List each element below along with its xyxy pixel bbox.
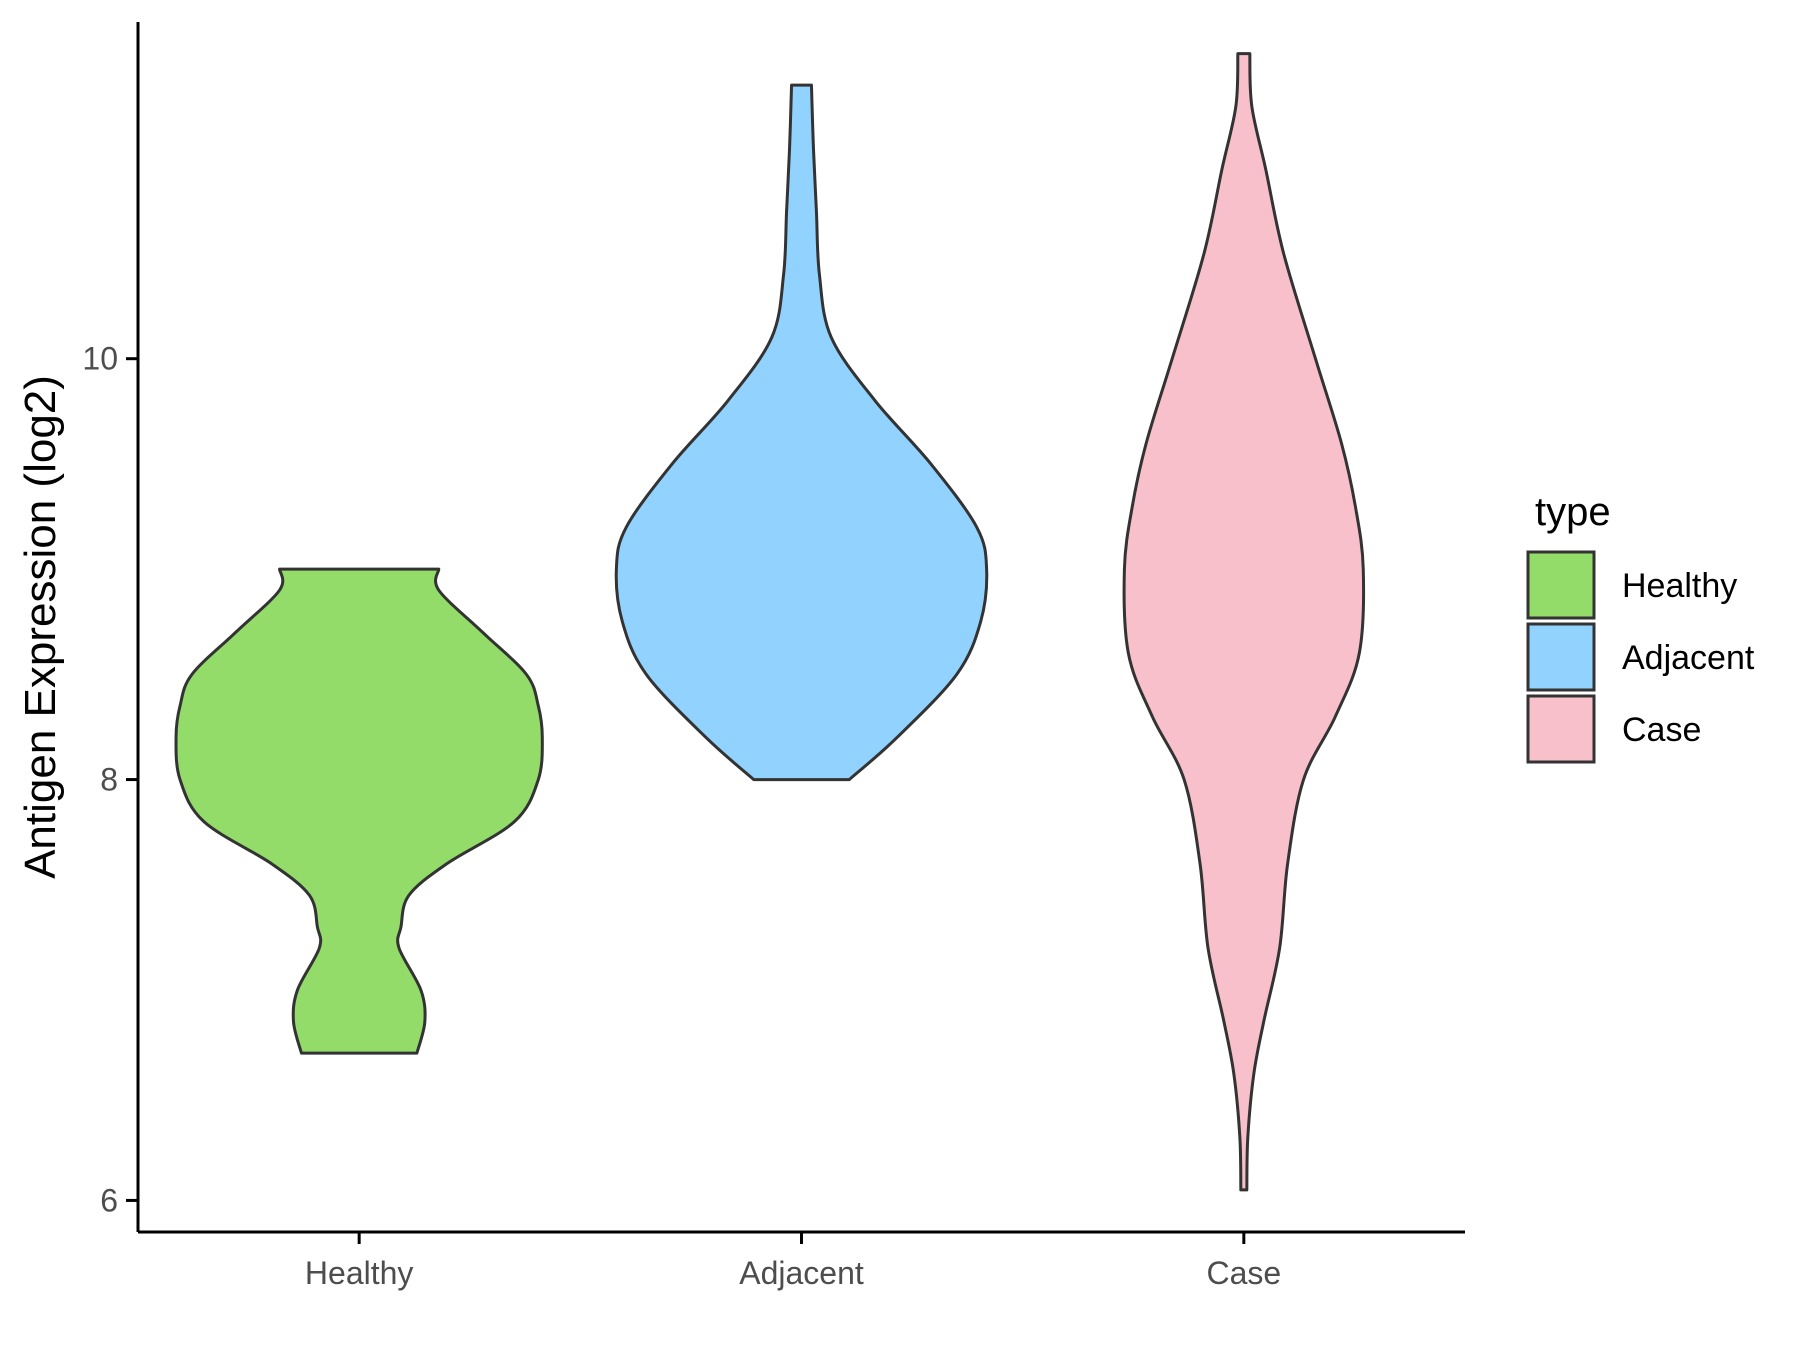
violins-layer xyxy=(174,52,1366,1192)
y-tick-label: 6 xyxy=(100,1182,118,1218)
legend: type Healthy Adjacent Case xyxy=(1526,490,1755,764)
legend-swatch-case xyxy=(1526,694,1596,764)
x-ticks: Healthy Adjacent Case xyxy=(305,1232,1281,1291)
y-axis-title: Antigen Expression (log2) xyxy=(16,375,65,879)
legend-swatch-adjacent xyxy=(1526,622,1596,692)
x-tick-label: Healthy xyxy=(305,1255,414,1291)
legend-label-case: Case xyxy=(1622,711,1701,749)
legend-title: type xyxy=(1535,490,1611,534)
x-tick-label: Case xyxy=(1206,1255,1281,1291)
legend-label-adjacent: Adjacent xyxy=(1622,639,1755,677)
x-tick-label: Adjacent xyxy=(739,1255,864,1291)
y-tick-label: 8 xyxy=(100,762,118,798)
violin-adjacent xyxy=(614,83,989,782)
y-ticks: 6 8 10 xyxy=(82,341,138,1218)
violin-case xyxy=(1122,52,1366,1192)
legend-label-healthy: Healthy xyxy=(1622,567,1737,605)
y-tick-label: 10 xyxy=(82,341,118,377)
legend-entries: Healthy Adjacent Case xyxy=(1526,550,1755,764)
legend-swatch-healthy xyxy=(1526,550,1596,620)
violin-healthy xyxy=(174,567,544,1055)
